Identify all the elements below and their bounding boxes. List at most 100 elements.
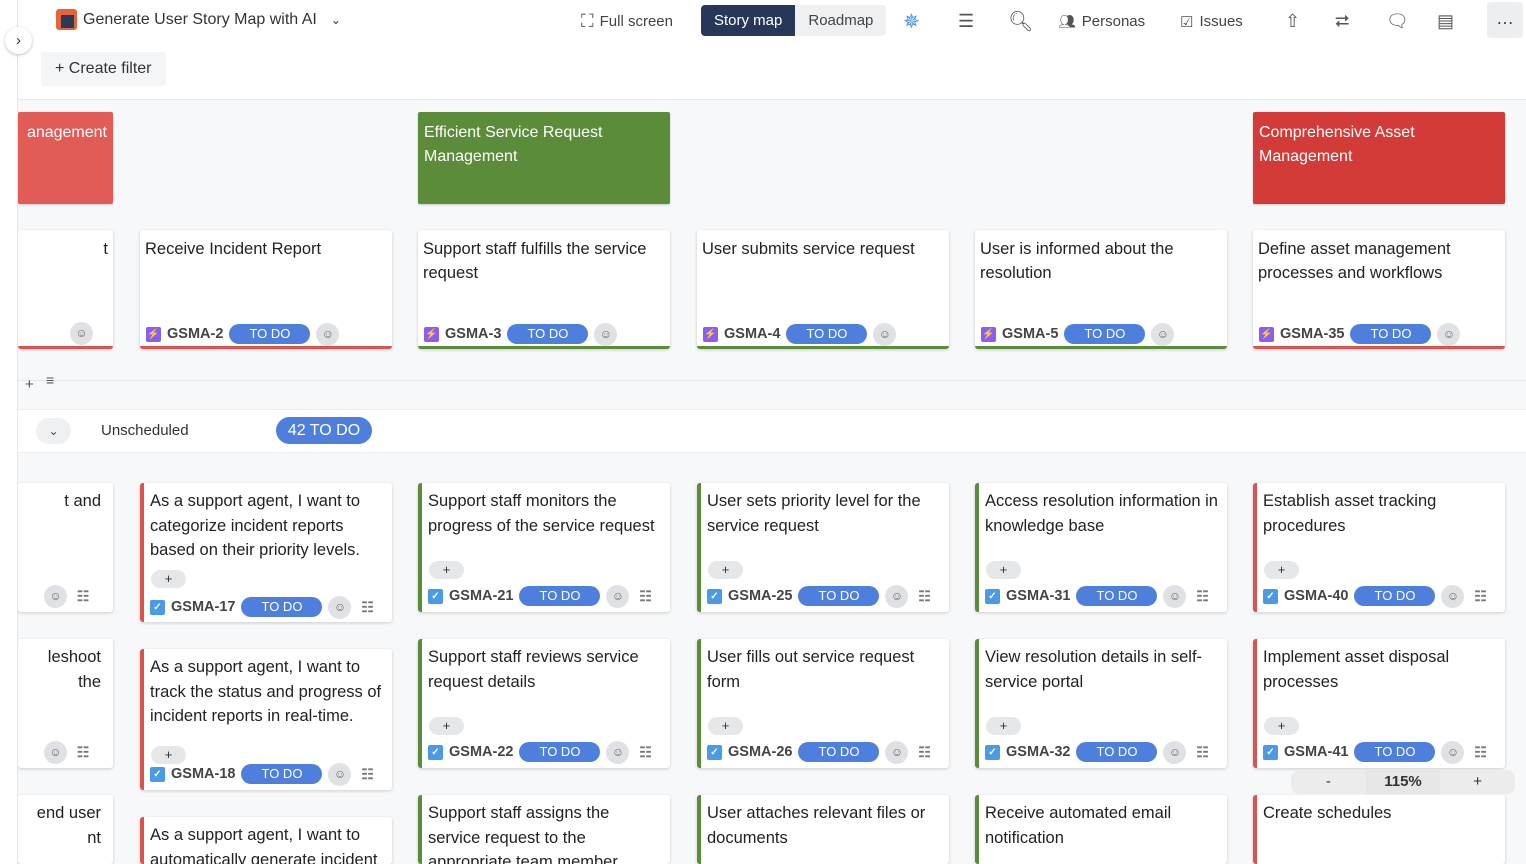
hierarchy-icon[interactable]: ☷ — [361, 766, 374, 782]
story-card[interactable]: As a support agent, I want to automatica… — [140, 817, 392, 864]
issue-key[interactable]: GSMA-3 — [445, 326, 502, 342]
story-card[interactable]: Support staff assigns the service reques… — [418, 795, 670, 864]
epic-card[interactable]: anagement — [18, 112, 113, 204]
issue-key[interactable]: GSMA-2 — [167, 326, 224, 342]
epic-card[interactable]: Comprehensive Asset Management — [1253, 112, 1505, 204]
hierarchy-icon[interactable]: ☷ — [918, 588, 931, 604]
collapse-release-button[interactable]: ⌄ — [36, 418, 71, 444]
tab-roadmap[interactable]: Roadmap — [795, 5, 887, 36]
personas-button[interactable]: 👥︎ Personas — [1058, 8, 1145, 35]
status-badge[interactable]: TO DO — [1354, 742, 1436, 763]
assignee-avatar-icon[interactable]: ☺ — [1163, 584, 1187, 608]
assignee-avatar-icon[interactable]: ☺ — [1441, 584, 1465, 608]
story-card[interactable]: Establish asset tracking procedures + ✓ GSM… — [1253, 483, 1505, 612]
story-card[interactable]: As a support agent, I want to categorize… — [140, 483, 392, 622]
assignee-avatar-icon[interactable]: ☺ — [44, 740, 67, 764]
layout-icon[interactable]: ☰ — [958, 11, 975, 31]
assignee-avatar-icon[interactable]: ☺ — [885, 740, 909, 764]
search-icon[interactable]: 🔍︎ — [1008, 11, 1034, 33]
ai-sparkle-icon[interactable]: ✵ — [903, 11, 920, 33]
create-filter-button[interactable]: + Create filter — [41, 52, 166, 86]
add-subtask-button[interactable]: + — [429, 717, 464, 735]
share-icon[interactable]: ⮂ — [1335, 11, 1350, 31]
assignee-avatar-icon[interactable]: ☺ — [70, 322, 93, 345]
more-options-button[interactable]: … — [1487, 2, 1523, 38]
zoom-out-button[interactable]: - — [1325, 773, 1331, 790]
story-card[interactable]: Create schedules — [1253, 795, 1505, 864]
story-card[interactable]: User sets priority level for the service… — [697, 483, 949, 612]
status-badge[interactable]: TO DO — [241, 597, 323, 618]
status-badge[interactable]: TO DO — [798, 742, 880, 763]
story-card[interactable]: View resolution details in self-service … — [975, 639, 1227, 768]
export-icon[interactable]: ⇧ — [1285, 11, 1301, 31]
assignee-avatar-icon[interactable]: ☺ — [316, 322, 340, 346]
add-row-button[interactable]: + — [25, 376, 34, 393]
status-badge[interactable]: TO DO — [229, 324, 311, 344]
hierarchy-icon[interactable]: ☷ — [1474, 588, 1487, 604]
assignee-avatar-icon[interactable]: ☺ — [594, 322, 618, 346]
add-subtask-button[interactable]: + — [708, 717, 743, 735]
add-subtask-button[interactable]: + — [429, 561, 464, 579]
assignee-avatar-icon[interactable]: ☺ — [328, 762, 352, 786]
hierarchy-icon[interactable]: ☷ — [361, 599, 374, 615]
project-title[interactable]: Generate User Story Map with AI ⌄ — [56, 9, 341, 30]
issue-key[interactable]: GSMA-5 — [1002, 326, 1059, 342]
story-card[interactable]: Implement asset disposal processes + ✓ GSMA… — [1253, 639, 1505, 768]
assignee-avatar-icon[interactable]: ☺ — [1441, 740, 1465, 764]
status-badge[interactable]: TO DO — [798, 586, 880, 607]
step-card[interactable]: t ☺ — [18, 230, 113, 349]
issue-key[interactable]: GSMA-32 — [1006, 744, 1071, 760]
issue-key[interactable]: GSMA-22 — [449, 744, 514, 760]
add-subtask-button[interactable]: + — [986, 561, 1021, 579]
assignee-avatar-icon[interactable]: ☺ — [44, 584, 67, 608]
story-card[interactable]: As a support agent, I want to track the … — [140, 649, 392, 790]
add-subtask-button[interactable]: + — [708, 561, 743, 579]
hierarchy-icon[interactable]: ☷ — [1196, 588, 1209, 604]
issue-key[interactable]: GSMA-40 — [1284, 588, 1349, 604]
hierarchy-icon[interactable]: ☷ — [1474, 744, 1487, 760]
story-card[interactable]: User fills out service request form + ✓ GSM… — [697, 639, 949, 768]
add-subtask-button[interactable]: + — [1264, 717, 1299, 735]
zoom-in-button[interactable]: + — [1473, 773, 1483, 790]
assignee-avatar-icon[interactable]: ☺ — [1163, 740, 1187, 764]
assignee-avatar-icon[interactable]: ☺ — [873, 322, 897, 346]
story-card[interactable]: leshoot the ☺ ☷ — [18, 639, 113, 768]
step-card[interactable]: User submits service request ⚡ GSMA-4 TO DO… — [697, 230, 949, 349]
issue-key[interactable]: GSMA-31 — [1006, 588, 1071, 604]
status-badge[interactable]: TO DO — [241, 764, 323, 785]
filter-icon[interactable]: ≡ — [46, 372, 55, 388]
issue-key[interactable]: GSMA-41 — [1284, 744, 1349, 760]
status-badge[interactable]: TO DO — [786, 324, 868, 344]
issue-key[interactable]: GSMA-26 — [728, 744, 793, 760]
assignee-avatar-icon[interactable]: ☺ — [1437, 322, 1461, 346]
step-card[interactable]: Receive Incident Report ⚡ GSMA-2 TO DO ☺ — [140, 230, 392, 349]
hierarchy-icon[interactable]: ☷ — [639, 744, 652, 760]
story-card[interactable]: t and ☺ ☷ — [18, 483, 113, 612]
story-card[interactable]: end user nt — [18, 795, 113, 864]
status-badge[interactable]: TO DO — [1076, 586, 1158, 607]
assignee-avatar-icon[interactable]: ☺ — [606, 740, 630, 764]
story-card[interactable]: Support staff reviews service request de… — [418, 639, 670, 768]
add-subtask-button[interactable]: + — [986, 717, 1021, 735]
story-card[interactable]: Receive automated email notification — [975, 795, 1227, 864]
hierarchy-icon[interactable]: ☷ — [1196, 744, 1209, 760]
status-badge[interactable]: TO DO — [507, 324, 589, 344]
issues-button[interactable]: ☑ Issues — [1180, 8, 1243, 35]
hierarchy-icon[interactable]: ☷ — [76, 744, 90, 760]
story-card[interactable]: Support staff monitors the progress of t… — [418, 483, 670, 612]
issue-key[interactable]: GSMA-35 — [1280, 326, 1345, 342]
status-badge[interactable]: TO DO — [519, 742, 601, 763]
assignee-avatar-icon[interactable]: ☺ — [328, 595, 352, 619]
add-subtask-button[interactable]: + — [1264, 561, 1299, 579]
epic-card[interactable]: Efficient Service Request Management — [418, 112, 670, 204]
step-card[interactable]: Define asset management processes and wo… — [1253, 230, 1505, 349]
issue-key[interactable]: GSMA-21 — [449, 588, 514, 604]
step-card[interactable]: Support staff fulfills the service reque… — [418, 230, 670, 349]
issue-key[interactable]: GSMA-25 — [728, 588, 793, 604]
issue-key[interactable]: GSMA-4 — [724, 326, 781, 342]
hierarchy-icon[interactable]: ☷ — [639, 588, 652, 604]
comment-icon[interactable]: 🗨︎ — [1386, 11, 1409, 31]
chevron-down-icon[interactable]: ⌄ — [330, 12, 341, 27]
status-badge[interactable]: TO DO — [519, 586, 601, 607]
issue-key[interactable]: GSMA-18 — [171, 766, 236, 782]
